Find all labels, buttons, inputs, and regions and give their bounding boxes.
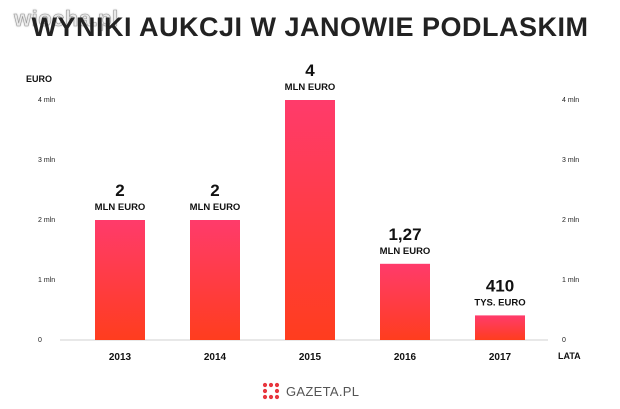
data-label-value: 1,27 [388, 225, 421, 244]
x-tick-label: 2014 [204, 352, 227, 363]
watermark: wiocha.pl [14, 6, 119, 32]
y-tick-label-right: 0 [562, 337, 566, 344]
data-label-value: 2 [115, 181, 124, 200]
gazeta-logo: GAZETA.PL [262, 381, 359, 401]
data-label-value: 2 [210, 181, 219, 200]
x-tick-label: 2016 [394, 352, 417, 363]
chart-title: WYNIKI AUKCJI W JANOWIE PODLASKIM [31, 12, 589, 42]
x-tick-label: 2013 [109, 352, 132, 363]
x-axis-label: LATA [558, 351, 581, 361]
bar-2015 [285, 100, 335, 340]
y-tick-label-right: 1 mln [562, 277, 579, 284]
logo-text: GAZETA.PL [286, 383, 360, 399]
y-tick-label-right: 2 mln [562, 217, 579, 224]
logo-dot [274, 394, 280, 400]
gazeta-dots-logo-icon [262, 382, 280, 400]
data-label-value: 4 [305, 61, 315, 80]
logo-dot [268, 382, 274, 388]
y-tick-label-left: 4 mln [38, 97, 55, 104]
data-label-value: 410 [486, 276, 514, 295]
y-tick-label-right: 3 mln [562, 157, 579, 164]
y-tick-label-left: 0 [38, 337, 42, 344]
bar-chart: 0 0 1 mln 1 mln 2 mln 2 mln 3 mln 3 mln 4 mln 4 m… [26, 61, 581, 363]
data-label-unit: TYS. EURO [474, 297, 525, 308]
y-tick-label-right: 4 mln [562, 97, 579, 104]
x-tick-label: 2017 [489, 352, 512, 363]
x-tick-label: 2015 [299, 352, 322, 363]
data-label-unit: MLN EURO [95, 202, 146, 213]
data-label-unit: MLN EURO [190, 202, 241, 213]
bar-2016 [380, 263, 430, 340]
y-axis-label: EURO [26, 74, 52, 84]
bar-2013 [95, 220, 145, 340]
bar-2014 [190, 220, 240, 340]
logo-dot [274, 382, 280, 388]
logo-dot [262, 382, 268, 388]
y-tick-label-left: 1 mln [38, 277, 55, 284]
y-tick-label-left: 2 mln [38, 217, 55, 224]
logo-dot [268, 394, 274, 400]
logo-dot [274, 388, 280, 394]
y-tick-label-left: 3 mln [38, 157, 55, 164]
logo-dot [262, 394, 268, 400]
bar-2017 [475, 315, 525, 340]
data-label-unit: MLN EURO [285, 82, 336, 93]
logo-dot [262, 388, 268, 394]
data-label-unit: MLN EURO [380, 246, 431, 257]
